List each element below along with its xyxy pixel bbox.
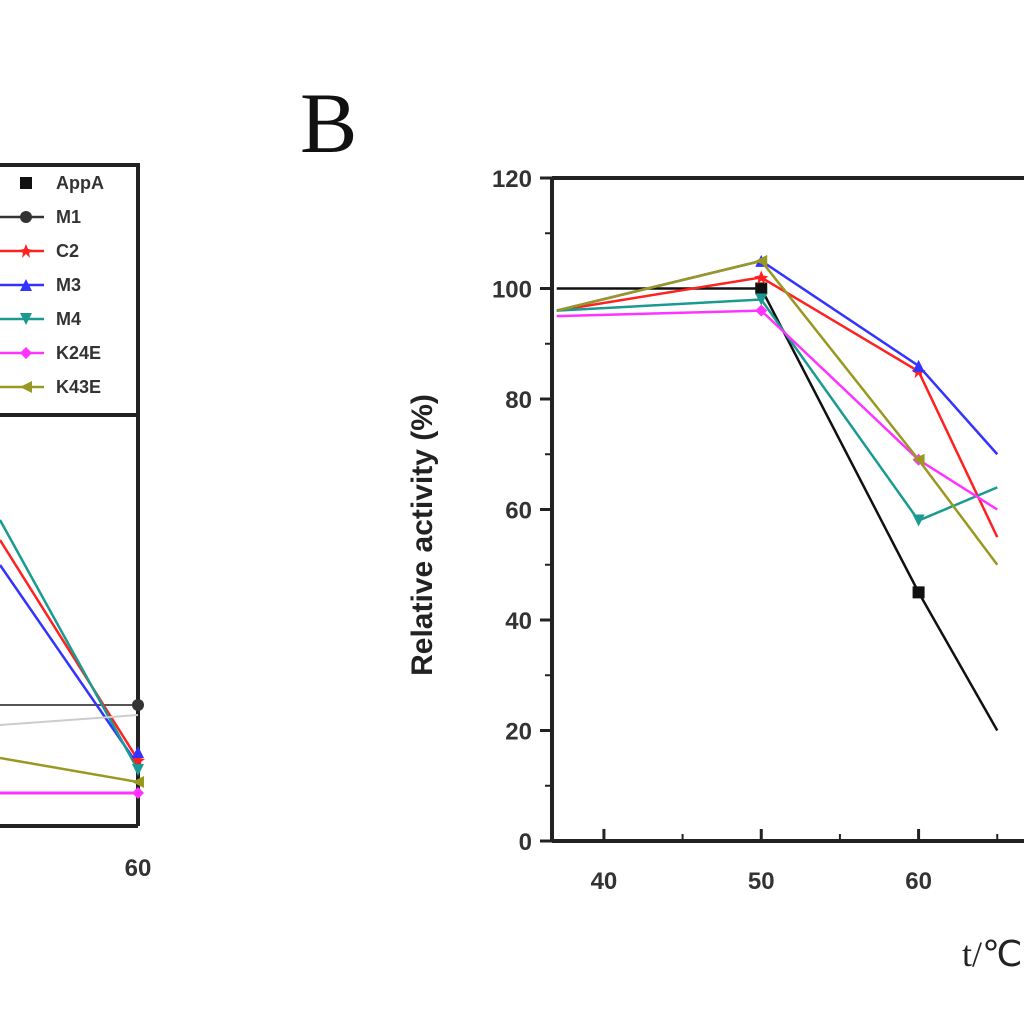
legend-item: K24E bbox=[0, 343, 101, 363]
data-point bbox=[912, 453, 925, 466]
series-line bbox=[556, 287, 999, 732]
legend-label: C2 bbox=[56, 241, 79, 261]
data-point bbox=[755, 282, 768, 295]
series-c2 bbox=[556, 270, 999, 538]
series-k43e bbox=[556, 254, 999, 566]
panel-a-legend: AppA M1 C2 M3 M4 K24E K43E bbox=[0, 163, 140, 417]
legend-label: AppA bbox=[56, 173, 104, 193]
legend-marker bbox=[20, 211, 32, 223]
data-point bbox=[912, 586, 925, 599]
series-line bbox=[556, 259, 999, 456]
series-m3 bbox=[556, 254, 999, 456]
legend-item: M3 bbox=[0, 275, 81, 295]
series-line bbox=[556, 298, 998, 523]
panel-letter: B bbox=[300, 75, 357, 171]
legend-label: M3 bbox=[56, 275, 81, 295]
legend-item: M4 bbox=[0, 309, 81, 329]
panel-a-line-k43e bbox=[0, 756, 139, 784]
panel-a-line-m3 bbox=[0, 564, 140, 766]
legend-item: AppA bbox=[20, 173, 104, 193]
data-point bbox=[912, 514, 925, 527]
y-tick-label: 60 bbox=[505, 498, 532, 525]
panel-a-point bbox=[132, 764, 144, 776]
series-line bbox=[556, 309, 998, 511]
panel-a-point bbox=[131, 753, 145, 767]
panel-a: 60 AppA M1 C2 M3 M4 K24E K43E bbox=[0, 163, 152, 882]
data-point bbox=[755, 254, 768, 267]
data-point bbox=[755, 304, 768, 317]
legend-item: C2 bbox=[0, 241, 79, 261]
panel-a-line-m4 bbox=[0, 519, 140, 771]
legend-marker bbox=[20, 177, 32, 189]
y-axis-title: Relative activity (%) bbox=[406, 394, 439, 676]
legend-marker bbox=[20, 279, 32, 291]
y-tick-label: 100 bbox=[492, 277, 532, 304]
series-line bbox=[556, 259, 999, 566]
series-m4 bbox=[556, 293, 998, 527]
series-k24e bbox=[556, 304, 998, 511]
x-tick-label: 60 bbox=[905, 868, 932, 895]
panel-a-line-light bbox=[0, 714, 139, 726]
panel-a-point bbox=[132, 746, 144, 758]
y-tick-label: 20 bbox=[505, 719, 532, 746]
panel-a-x-tick-label: 60 bbox=[125, 855, 152, 882]
data-point bbox=[754, 270, 769, 285]
x-tick-label: 40 bbox=[591, 868, 618, 895]
legend-marker bbox=[20, 381, 32, 393]
data-point bbox=[755, 293, 768, 306]
series-appa bbox=[556, 282, 999, 732]
y-tick-label: 80 bbox=[505, 387, 532, 414]
panel-a-point bbox=[132, 776, 144, 788]
y-tick-label: 120 bbox=[492, 166, 532, 193]
data-point bbox=[912, 359, 925, 372]
series-line bbox=[556, 276, 999, 538]
panel-a-point bbox=[132, 787, 144, 799]
legend-marker bbox=[20, 347, 32, 359]
x-axis-title: t/℃ bbox=[962, 934, 1022, 974]
legend-label: M1 bbox=[56, 207, 81, 227]
legend-marker bbox=[20, 313, 32, 325]
legend-item: K43E bbox=[0, 377, 101, 397]
y-tick-label: 0 bbox=[519, 829, 532, 856]
legend-marker bbox=[19, 244, 33, 258]
panel-a-point bbox=[132, 699, 144, 711]
x-tick-label: 50 bbox=[748, 868, 775, 895]
panel-b: B 0 20 40 60 80 100 120 40 50 60 Relative activi… bbox=[300, 75, 1024, 974]
legend-item: M1 bbox=[0, 207, 81, 227]
legend-label: M4 bbox=[56, 309, 81, 329]
legend-label: K43E bbox=[56, 377, 101, 397]
legend-label: K24E bbox=[56, 343, 101, 363]
y-tick-label: 40 bbox=[505, 608, 532, 635]
panel-a-line-c2 bbox=[0, 539, 140, 761]
